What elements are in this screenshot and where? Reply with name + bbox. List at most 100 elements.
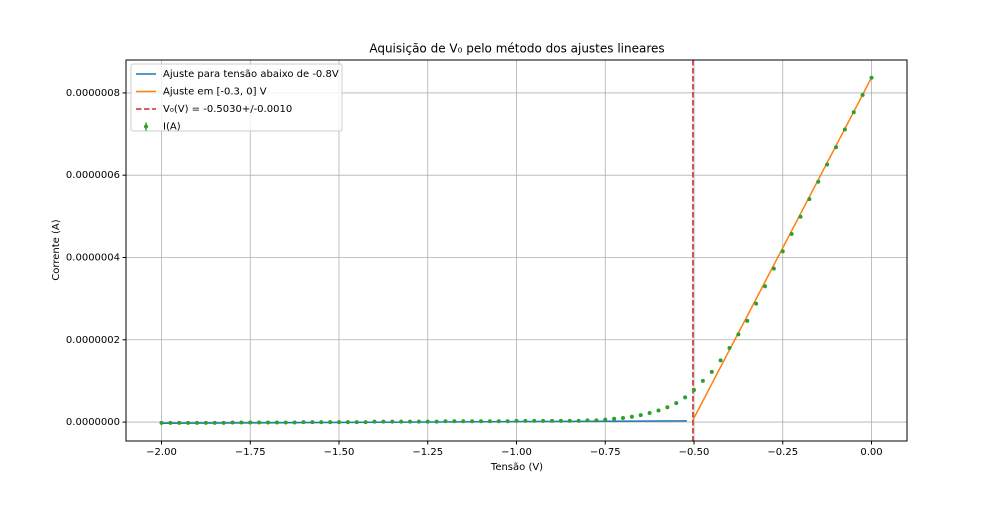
data-point — [283, 420, 288, 425]
legend-label: I(A) — [163, 122, 181, 133]
data-point — [674, 401, 679, 406]
data-point — [274, 420, 279, 425]
data-point — [594, 418, 599, 423]
data-point — [842, 127, 847, 132]
data-point — [541, 418, 546, 423]
x-tick-label: −1.25 — [412, 447, 443, 458]
data-point — [798, 214, 803, 219]
legend-symbol — [144, 124, 148, 129]
fit-line — [692, 77, 873, 421]
data-point — [408, 419, 412, 424]
x-tick-label: −2.00 — [146, 447, 177, 458]
data-point — [443, 419, 448, 424]
legend-box — [130, 63, 343, 132]
legend-label: Ajuste em [-0.3, 0] V — [163, 87, 267, 98]
data-point — [301, 420, 306, 425]
data-point — [603, 417, 608, 422]
data-point — [248, 420, 253, 425]
data-point — [665, 405, 670, 410]
x-tick-label: −1.75 — [235, 447, 266, 458]
data-point — [345, 420, 350, 425]
data-point — [337, 420, 341, 425]
data-point — [372, 419, 377, 424]
data-point — [523, 418, 528, 423]
data-point — [745, 318, 750, 323]
data-point — [479, 419, 483, 424]
data-point — [834, 145, 838, 150]
data-point — [416, 419, 421, 424]
legend-label: V₀(V) = -0.5030+/-0.0010 — [163, 104, 292, 115]
data-point — [860, 92, 865, 97]
data-point — [576, 418, 581, 423]
data-point — [567, 418, 572, 423]
data-point — [470, 419, 475, 424]
data-point — [505, 419, 510, 424]
data-point — [159, 420, 164, 425]
data-point — [310, 420, 315, 425]
y-tick-label: 0.0000008 — [66, 88, 120, 99]
data-point — [532, 418, 537, 423]
x-tick-label: −0.75 — [590, 447, 621, 458]
data-point — [399, 419, 404, 424]
x-tick-label: −0.50 — [679, 447, 710, 458]
data-point — [807, 197, 812, 202]
y-tick-label: 0.0000000 — [66, 417, 120, 428]
data-point — [825, 162, 830, 167]
data-point — [780, 249, 785, 254]
y-axis-label: Corrente (A) — [51, 219, 62, 280]
data-point — [425, 419, 430, 424]
data-point — [195, 420, 199, 425]
data-point — [647, 411, 652, 416]
data-point — [683, 395, 688, 400]
data-point — [851, 110, 856, 115]
data-point — [230, 420, 235, 425]
data-point — [656, 408, 661, 413]
data-point — [621, 415, 625, 420]
data-point — [638, 413, 643, 418]
data-point — [266, 420, 270, 425]
data-point — [186, 420, 191, 425]
data-point — [585, 418, 590, 423]
data-point — [452, 419, 457, 424]
data-point — [381, 419, 386, 424]
data-point — [727, 346, 732, 351]
data-point — [496, 419, 501, 424]
data-point — [292, 420, 297, 425]
data-point — [754, 301, 759, 306]
data-point — [700, 378, 705, 383]
data-point — [168, 420, 173, 425]
data-point — [612, 416, 617, 421]
data-point — [789, 232, 794, 237]
data-point — [869, 75, 874, 80]
data-point — [221, 420, 226, 425]
data-point — [558, 418, 563, 423]
plot-area — [159, 60, 874, 441]
legend: Ajuste para tensão abaixo de -0.8V Ajuste… — [130, 63, 343, 133]
x-tick-label: −1.50 — [324, 447, 355, 458]
chart-title: Aquisição de V₀ pelo método dos ajustes … — [369, 42, 664, 56]
data-point — [203, 420, 208, 425]
data-point — [487, 419, 492, 424]
data-point — [718, 358, 723, 363]
data-point — [257, 420, 262, 425]
data-point — [629, 414, 634, 419]
data-point — [319, 420, 324, 425]
legend-label: Ajuste para tensão abaixo de -0.8V — [163, 69, 339, 80]
data-point — [354, 420, 359, 425]
data-point — [461, 419, 466, 424]
data-point — [434, 419, 439, 424]
data-point — [177, 420, 182, 425]
x-axis-label: Tensão (V) — [490, 462, 543, 473]
data-point — [328, 420, 333, 425]
data-point — [709, 369, 714, 374]
data-point — [771, 266, 776, 271]
x-tick-label: −1.00 — [501, 447, 532, 458]
data-point — [692, 387, 696, 392]
data-point — [816, 179, 821, 184]
y-tick-label: 0.0000006 — [66, 170, 120, 181]
data-point — [550, 418, 554, 423]
data-point — [763, 284, 767, 289]
data-point — [514, 418, 519, 423]
data-point — [390, 419, 395, 424]
